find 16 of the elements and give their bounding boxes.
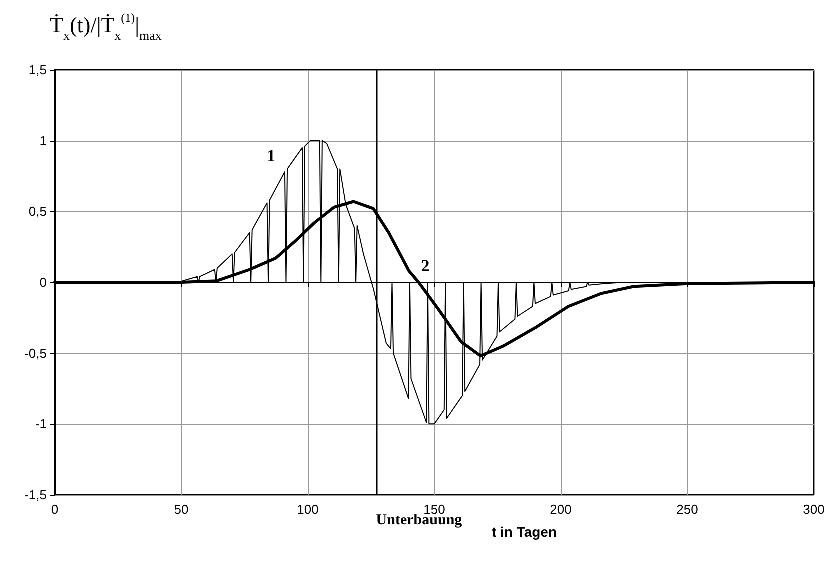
x-tick-label: 200	[550, 502, 572, 517]
series-label: 2	[421, 256, 430, 276]
y-tick-label: 0	[40, 275, 47, 290]
y-tick-label: 1,5	[28, 62, 47, 78]
x-axis-title: t in Tagen	[492, 524, 558, 540]
x-tick-label: 50	[174, 502, 189, 517]
y-tick-label: -1,5	[24, 488, 47, 502]
x-tick-label: 100	[297, 502, 319, 517]
x-tick-label: 0	[51, 502, 59, 517]
x-tick-label: 250	[676, 502, 698, 517]
y-tick-label: -0,5	[24, 346, 47, 361]
y-tick-label: -1	[35, 416, 47, 432]
x-tick-label: 300	[803, 502, 825, 517]
y-tick-label: 0,5	[28, 204, 47, 220]
series-label: 1	[267, 146, 276, 166]
y-tick-label: 1	[40, 133, 47, 148]
